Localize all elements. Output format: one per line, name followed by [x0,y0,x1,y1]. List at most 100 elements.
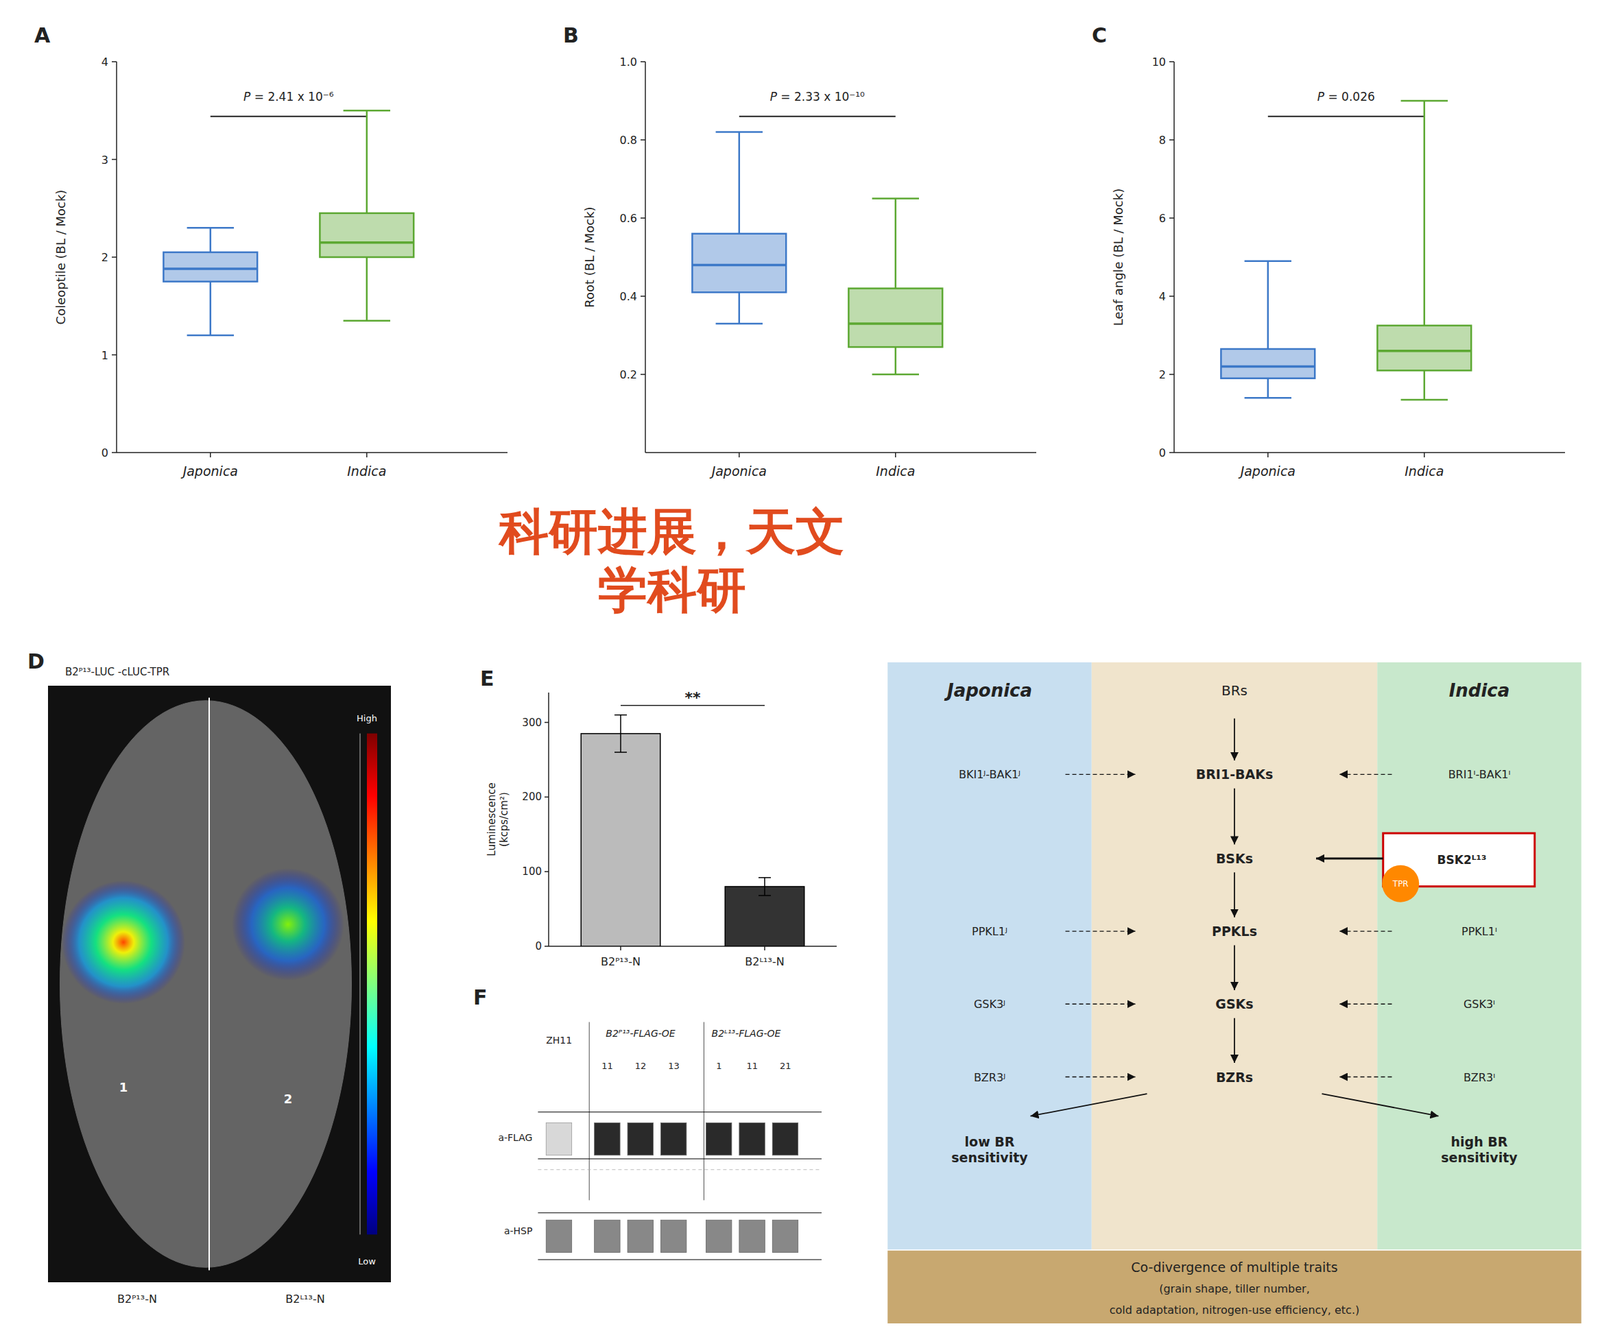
label-line: BSKs [1215,851,1253,867]
arrow [1322,1093,1439,1117]
label-line: 0.4 [619,290,638,304]
blot-band [705,1220,732,1253]
label-line: 11 [601,1060,614,1072]
whisker-high [366,110,369,214]
y-tick-label: 200 [521,790,542,804]
label-line: Indica [1449,680,1511,701]
codivergence-background [887,1250,1582,1324]
label-line: Leaf angle (BL / Mock) [1111,188,1126,326]
whisker-high [1423,100,1426,326]
pathway-label: BKI1ᴶ-BAK1ᴶ [958,768,1021,782]
arrow [1030,1093,1148,1117]
blot-band [660,1220,686,1253]
blot-line [537,1111,822,1113]
x-tick-label: Indica [875,463,915,479]
label-line: sensitivity [951,1150,1029,1166]
arrow [1233,718,1236,761]
panel-label: A [34,23,51,48]
whisker-high [209,227,212,253]
y-tick [544,870,549,873]
x-tick-label: B2ᴾ¹³-N [600,955,641,969]
cap-low [1401,399,1448,402]
y-tick [111,256,117,258]
x-tick [738,452,740,458]
y-tick-label: 0.8 [619,133,638,147]
label-line: 1 [101,348,109,362]
group-divider [703,1022,705,1201]
label-line: Co-divergence of multiple traits [1130,1259,1338,1275]
box [163,252,258,282]
label-line: 2 [101,251,109,265]
label-line: 0 [1159,446,1166,460]
box [1220,349,1315,379]
cap-low [715,323,763,326]
y-tick-label: 0.2 [619,368,638,382]
tpr-domain [1381,865,1419,903]
box [691,233,786,293]
blot-label: a-FLAG [497,1132,533,1144]
japonica-background [887,662,1092,1250]
blot-separator [537,1169,822,1170]
whisker-low [894,347,898,375]
cap-high [343,109,391,112]
label-line: 学科研 [598,560,747,619]
x-tick [366,452,368,458]
label-line: A [34,23,51,48]
arrow [1065,1004,1136,1005]
label-line: 12 [635,1060,647,1072]
p-rest: = 2.41 x 10⁻⁶ [250,89,334,104]
marks [580,715,805,947]
y-tick [111,159,117,161]
pathway-label: low BRsensitivity [951,1134,1029,1166]
blot-band [545,1123,572,1156]
arrow [1233,788,1236,845]
blot-line [537,1259,822,1260]
x-tick [894,452,897,458]
y-tick-label: 10 [1152,55,1166,69]
x-tick-label: Indica [1404,463,1444,479]
cap-high [872,197,919,200]
pathway-label: BSKs [1215,851,1253,867]
median [848,322,943,326]
arrow [1316,857,1384,860]
label-line: (grain shape, tiller number, [1159,1282,1310,1296]
label-line: ** [684,689,701,707]
label-line: a-HSP [504,1225,533,1237]
y-tick-label: 3 [101,152,109,166]
label-line: 300 [521,716,542,730]
label-line: F [473,985,488,1010]
blot-band [594,1220,620,1253]
blot-band [772,1220,798,1253]
y-axis-label: Luminescence(kcps/cm²) [485,782,511,856]
whisker-high [738,132,741,234]
label-line: 1.0 [619,55,638,69]
y-tick-label: 0 [534,940,542,953]
label-line: GSKs [1215,996,1253,1012]
label-line: sensitivity [1440,1150,1518,1166]
pathway-label: (grain shape, tiller number, [1159,1282,1310,1296]
label-line: B2ᴾ¹³-N [117,1292,158,1306]
pathway-label: BRs [1221,682,1248,699]
cap-low [187,334,234,337]
error-cap [758,894,771,897]
blot-line [537,1158,822,1160]
group-header: B2ᴸ¹³-FLAG-OE [711,1028,782,1040]
error-stem [619,715,622,753]
whisker-high [894,198,898,289]
panel-label: F [473,985,488,1010]
cap-high [1401,100,1448,103]
label-line: 13 [667,1060,680,1072]
y-tick [1169,451,1175,454]
lane-label: 13 [667,1060,680,1072]
y-axis [1173,61,1175,453]
label-line: 1 [715,1060,722,1072]
box [1377,325,1472,372]
divider [208,697,210,1271]
error-bar [758,877,771,896]
pathway-label: GSK3ᴵ [1463,997,1496,1011]
median [691,264,786,267]
x-tick-label: Japonica [1237,463,1296,479]
label-line: Indica [347,463,387,479]
label-line: 0.6 [619,211,638,225]
scale-label: High [356,713,378,724]
